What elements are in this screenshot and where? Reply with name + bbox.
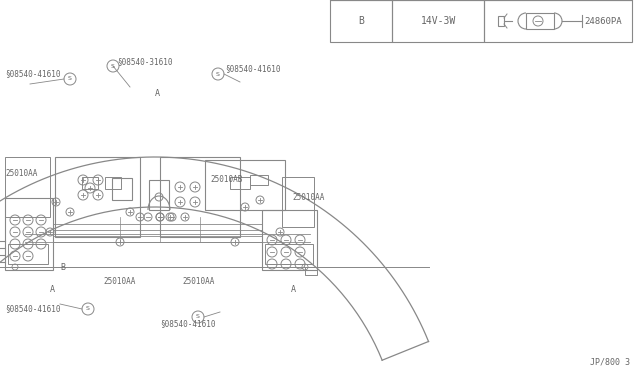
Text: §08540-31610: §08540-31610 [117,58,173,67]
Text: S: S [196,314,200,320]
Bar [484,0,632,42]
Bar [230,177,250,189]
Bar [5,198,53,270]
Bar [330,0,392,42]
Text: §08540-41610: §08540-41610 [5,70,61,78]
Bar [250,175,268,185]
Text: 24860PA: 24860PA [584,16,621,26]
Text: 25010AB: 25010AB [210,174,243,183]
Bar [112,178,132,200]
Text: S: S [111,64,115,68]
Bar [149,180,169,210]
Text: B: B [358,16,364,26]
Bar [305,267,317,275]
Bar [5,157,50,217]
Text: S: S [68,77,72,81]
Bar [392,0,484,42]
Bar [282,177,314,227]
Text: 14V-3W: 14V-3W [420,16,456,26]
Text: §08540-41610: §08540-41610 [225,64,280,74]
Text: B: B [61,263,65,272]
Bar [498,16,504,26]
Bar [55,157,140,237]
Text: 25010AA: 25010AA [103,278,136,286]
Text: A: A [154,89,159,97]
Text: §08540-41610: §08540-41610 [160,320,216,328]
Bar [526,13,554,29]
Text: A: A [49,285,54,295]
Bar [82,177,98,189]
Bar [8,244,48,264]
Text: A: A [291,285,296,295]
Text: 25010AA: 25010AA [182,278,214,286]
Text: §08540-41610: §08540-41610 [5,305,61,314]
Text: JP/800 3: JP/800 3 [590,357,630,366]
Bar [105,177,121,189]
Text: S: S [216,71,220,77]
Bar [205,160,285,210]
Text: 25010AA: 25010AA [5,170,37,179]
Bar [265,244,313,264]
Bar [262,210,317,270]
Bar [160,157,240,237]
Text: 25010AA: 25010AA [292,192,324,202]
Text: S: S [86,307,90,311]
